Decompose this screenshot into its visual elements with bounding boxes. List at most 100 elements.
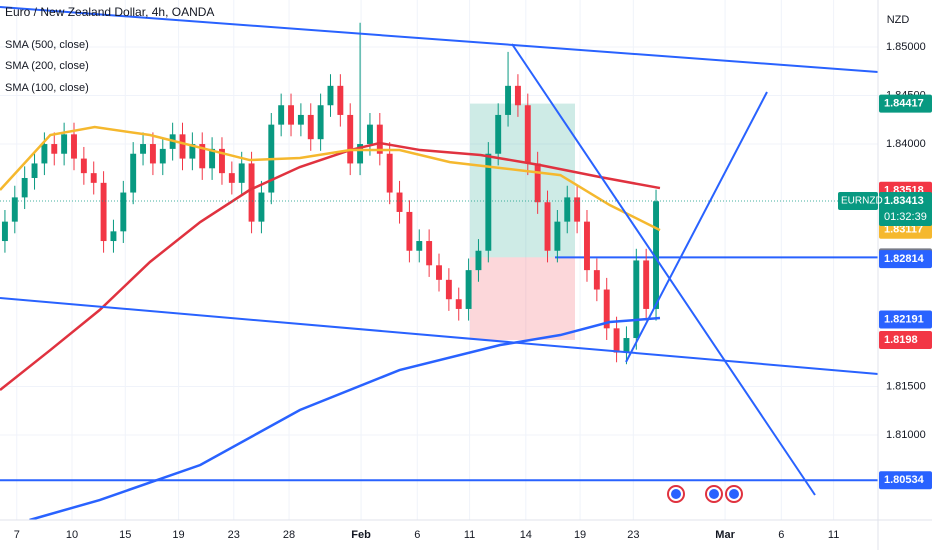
candle-body: [574, 197, 581, 222]
candle-body: [337, 85, 344, 115]
candle-body: [623, 338, 630, 353]
candle-body: [633, 260, 640, 339]
candle-body: [347, 114, 354, 164]
trend-line: [625, 91, 768, 363]
candle-body: [278, 105, 285, 125]
event-icon: [671, 489, 681, 499]
last-price-bg: [879, 191, 932, 226]
candle-body: [465, 270, 472, 309]
candle-body: [31, 163, 38, 178]
x-tick-label: Mar: [715, 529, 735, 541]
candle-body: [327, 85, 334, 106]
y-tick-label: 1.85000: [886, 41, 926, 53]
candle-body: [61, 134, 68, 154]
trend-line: [0, 297, 879, 375]
legend: Euro / New Zealand Dollar, 4h, OANDA SMA…: [5, 5, 214, 94]
x-tick-label: Feb: [351, 529, 371, 541]
x-tick-label: 28: [283, 529, 295, 541]
x-tick-label: 15: [119, 529, 131, 541]
price-label: 1.84417: [884, 97, 924, 109]
candle-body: [554, 221, 561, 251]
y-tick-label: 1.81500: [886, 380, 926, 392]
time-axis-bg: [0, 520, 932, 550]
drawing-tools: [0, 103, 878, 482]
candle-body: [51, 144, 58, 154]
candle-body: [248, 163, 255, 222]
candle-body: [1, 221, 8, 242]
price-label: 1.82814: [884, 253, 925, 265]
y-tick-label: 1.84000: [886, 138, 926, 150]
candle-body: [149, 144, 156, 164]
candle-body: [90, 173, 97, 183]
grid: [0, 0, 878, 520]
sma-line: [29, 316, 661, 522]
candle-body: [524, 105, 531, 164]
candle-body: [357, 144, 364, 164]
x-tick-label: 11: [464, 529, 475, 541]
trend-lines: [0, 6, 879, 496]
candle-body: [71, 134, 77, 159]
candle-body: [238, 163, 245, 183]
countdown: 01:32:39: [884, 211, 927, 223]
candle-body: [593, 270, 600, 290]
candle-body: [258, 192, 265, 222]
price-axis-bg: [878, 0, 932, 550]
candle-body: [534, 163, 541, 203]
candle-body: [613, 328, 620, 353]
candle-body: [416, 241, 423, 251]
event-icon: [729, 489, 739, 499]
price-label-bg: [879, 310, 932, 329]
candle-body: [307, 114, 314, 140]
candle-body: [21, 177, 28, 198]
legend-entry: SMA (100, close): [5, 82, 89, 94]
candle-body: [485, 153, 492, 251]
x-tick-label: 7: [14, 529, 20, 541]
price-label-bg: [879, 330, 932, 349]
candle-body: [445, 279, 452, 300]
candle-body: [376, 124, 383, 154]
candle-body: [406, 211, 413, 251]
candle-body: [366, 124, 373, 145]
candle-body: [140, 144, 147, 154]
candle-body: [386, 153, 393, 193]
candle-body: [120, 192, 127, 232]
plot: [0, 22, 878, 522]
candle-body: [297, 114, 304, 125]
x-tick-label: 19: [172, 529, 184, 541]
candle-body: [584, 221, 590, 271]
candle-body: [41, 144, 48, 164]
candle-body: [288, 105, 294, 125]
candle-body: [396, 192, 403, 212]
candle-body: [426, 241, 433, 266]
symbol: EURNZD: [841, 196, 883, 207]
candle-body: [475, 250, 482, 271]
legend-entry: SMA (500, close): [5, 39, 89, 51]
candle-body: [603, 289, 610, 329]
price-label: 1.83117: [884, 224, 923, 236]
price-labels: 1.844171.835181.831171.828321.828141.821…: [838, 94, 932, 490]
candle-body: [495, 114, 502, 154]
candle-body: [130, 153, 137, 193]
price-label-bg: [879, 94, 932, 113]
candle-body: [643, 260, 650, 309]
symbol-bg: [838, 191, 878, 210]
candle-body: [179, 134, 186, 159]
candle-body: [189, 144, 196, 159]
trend-line: [0, 6, 879, 73]
price-label: 1.8198: [884, 334, 918, 346]
last-price: 1.83413: [884, 195, 924, 207]
candle-body: [110, 231, 117, 242]
candle-body: [653, 201, 659, 309]
candle-body: [199, 144, 206, 169]
candle-body: [505, 85, 512, 115]
candle-body: [455, 299, 462, 309]
candle-body: [544, 202, 551, 251]
price-label-bg: [879, 471, 932, 490]
candle-body: [80, 158, 87, 174]
event-icon: [709, 489, 719, 499]
position-loss: [470, 257, 575, 340]
x-tick-label: 10: [66, 529, 78, 541]
price-label: 1.82191: [884, 313, 924, 325]
candle-body: [514, 85, 521, 106]
